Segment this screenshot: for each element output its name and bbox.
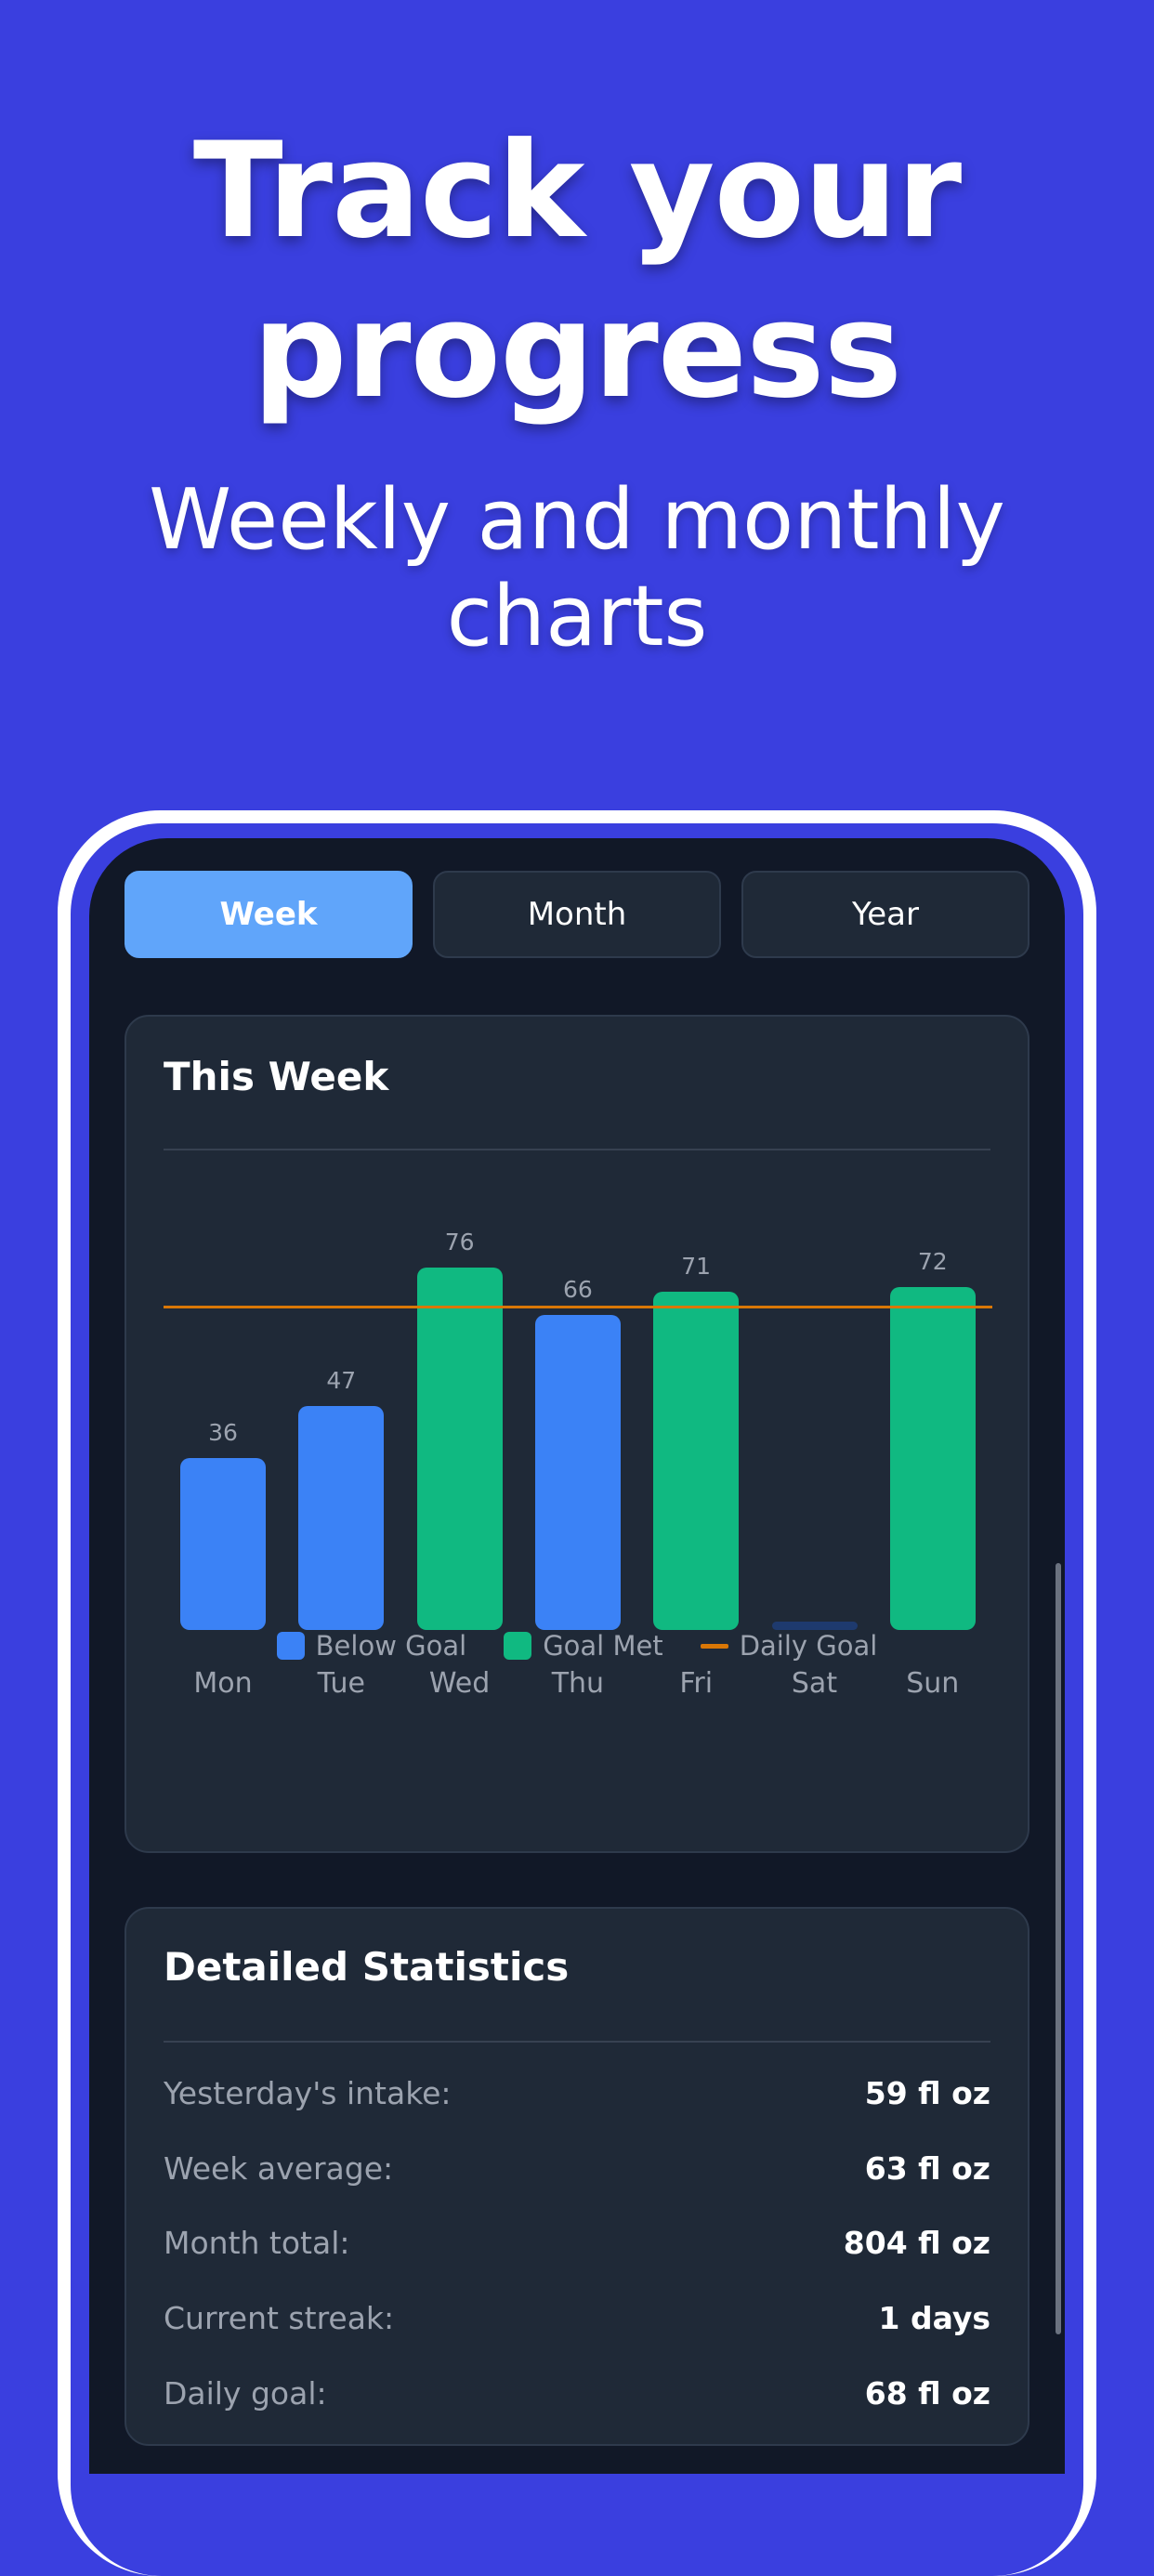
x-axis-label: Sun xyxy=(906,1667,960,1700)
legend-goal-met-label: Goal Met xyxy=(543,1630,663,1662)
bar-value-label: 71 xyxy=(681,1252,712,1280)
stat-row-daily-goal: Daily goal: 68 fl oz xyxy=(164,2367,990,2419)
headline-line-2: progress xyxy=(252,274,902,427)
stat-value: 804 fl oz xyxy=(843,2224,990,2261)
promo-subheadline: Weekly and monthly charts xyxy=(0,472,1154,665)
scrollbar[interactable] xyxy=(1056,1563,1061,2334)
chart-bar-sun xyxy=(889,1286,976,1630)
period-tabs: Week Month Year xyxy=(125,871,1029,960)
daily-goal-line xyxy=(164,1306,992,1309)
tab-week[interactable]: Week xyxy=(125,871,413,958)
legend-below-goal-label: Below Goal xyxy=(315,1630,467,1662)
x-axis-label: Tue xyxy=(317,1667,365,1700)
goal-met-swatch xyxy=(504,1632,532,1660)
bar-value-label: 76 xyxy=(444,1229,475,1255)
stat-value: 59 fl oz xyxy=(864,2074,990,2111)
bar-value-label: 36 xyxy=(208,1419,238,1447)
tab-month[interactable]: Month xyxy=(433,871,721,958)
legend-daily-goal: Daily Goal xyxy=(700,1630,878,1662)
x-axis-label: Wed xyxy=(428,1667,491,1700)
subheadline-line-1: Weekly and monthly xyxy=(149,471,1005,569)
stat-value: 63 fl oz xyxy=(864,2149,990,2187)
daily-goal-swatch xyxy=(700,1643,728,1649)
stat-label: Month total: xyxy=(164,2224,350,2261)
stat-label: Week average: xyxy=(164,2149,394,2187)
statistics-card-divider xyxy=(164,2041,990,2043)
headline-line-1: Track your xyxy=(192,114,962,268)
stat-row-current-streak: Current streak: 1 days xyxy=(164,2292,990,2344)
chart-legend: Below Goal Goal Met Daily Goal xyxy=(126,1630,1028,1662)
x-axis-label: Fri xyxy=(679,1667,714,1700)
stat-label: Daily goal: xyxy=(164,2374,327,2412)
stat-label: Current streak: xyxy=(164,2299,395,2336)
app-screen: Week Month Year This Week Below Goal Goa… xyxy=(89,838,1065,2474)
stat-row-month-total: Month total: 804 fl oz xyxy=(164,2216,990,2268)
bar-value-label: 66 xyxy=(562,1276,593,1304)
chart-bar-mon xyxy=(180,1458,266,1630)
x-axis-label: Thu xyxy=(551,1667,605,1700)
chart-bar-thu xyxy=(534,1315,621,1630)
subheadline-line-2: charts xyxy=(446,568,708,665)
bar-value-label: 47 xyxy=(326,1366,357,1394)
stat-label: Yesterday's intake: xyxy=(164,2074,452,2111)
stat-value: 1 days xyxy=(878,2299,990,2336)
below-goal-swatch xyxy=(276,1632,305,1660)
x-axis-label: Mon xyxy=(193,1667,253,1700)
stat-row-week-average: Week average: 63 fl oz xyxy=(164,2142,990,2194)
chart-card-divider xyxy=(164,1149,990,1150)
stat-value: 68 fl oz xyxy=(864,2374,990,2412)
x-axis-label: Sat xyxy=(791,1667,838,1700)
bar-value-label: 72 xyxy=(917,1247,948,1275)
chart-bar-fri xyxy=(653,1291,740,1630)
promo-headline: Track your progress xyxy=(0,112,1154,431)
tab-year[interactable]: Year xyxy=(741,871,1029,958)
chart-bar-tue xyxy=(298,1405,385,1630)
legend-goal-met: Goal Met xyxy=(504,1630,663,1662)
legend-below-goal: Below Goal xyxy=(276,1630,467,1662)
statistics-card-title: Detailed Statistics xyxy=(164,1944,570,1990)
legend-daily-goal-label: Daily Goal xyxy=(739,1630,878,1662)
statistics-card: Detailed Statistics Yesterday's intake: … xyxy=(125,1907,1029,2446)
stat-row-yesterday: Yesterday's intake: 59 fl oz xyxy=(164,2067,990,2119)
weekly-chart-card: This Week Below Goal Goal Met Daily Goal… xyxy=(125,1015,1029,1853)
chart-bar-wed xyxy=(416,1268,503,1630)
chart-card-title: This Week xyxy=(164,1054,389,1099)
chart-bar-sat xyxy=(771,1622,858,1630)
